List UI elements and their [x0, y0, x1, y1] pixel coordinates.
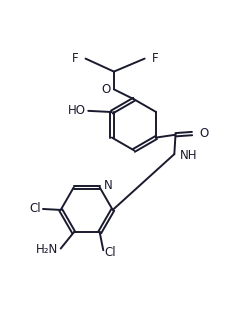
Text: F: F [72, 52, 78, 65]
Text: O: O [199, 127, 208, 140]
Text: O: O [101, 83, 110, 96]
Text: N: N [104, 179, 113, 192]
Text: Cl: Cl [29, 203, 41, 215]
Text: HO: HO [68, 104, 86, 117]
Text: H₂N: H₂N [36, 243, 58, 256]
Text: NH: NH [180, 149, 198, 162]
Text: F: F [152, 52, 158, 65]
Text: Cl: Cl [105, 246, 116, 259]
